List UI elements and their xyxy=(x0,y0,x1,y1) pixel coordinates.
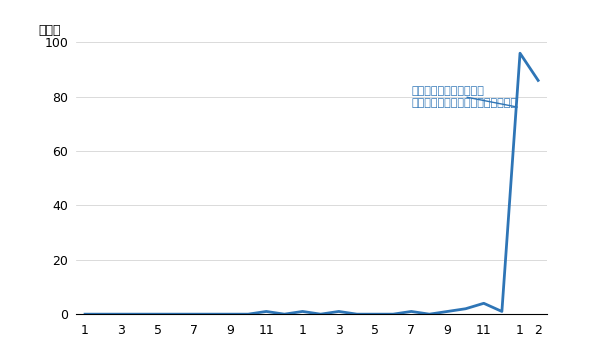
Text: （回）: （回） xyxy=(38,24,61,37)
Text: 「メタバース」登場回数
（朝日・読売・毎日・産経・日経）: 「メタバース」登場回数 （朝日・読売・毎日・産経・日経） xyxy=(411,86,517,108)
